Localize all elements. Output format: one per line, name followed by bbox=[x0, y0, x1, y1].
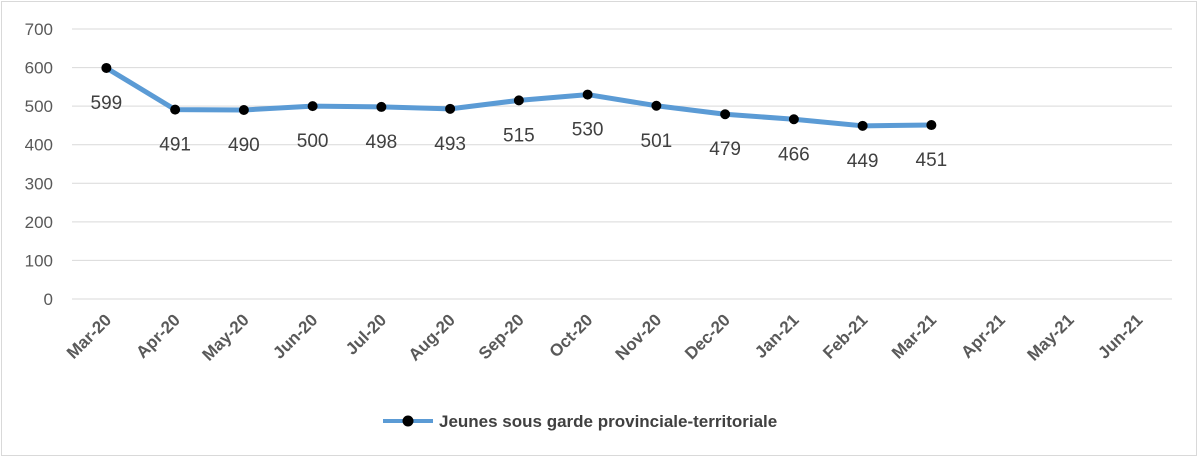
x-tick-label: Mar-21 bbox=[888, 310, 940, 362]
x-tick-label: Dec-20 bbox=[681, 310, 734, 363]
data-label: 479 bbox=[709, 139, 741, 160]
data-point bbox=[170, 104, 181, 115]
data-point bbox=[788, 114, 799, 125]
legend-marker-swatch bbox=[402, 415, 414, 427]
data-label: 491 bbox=[159, 135, 191, 156]
y-axis: 0 100 200 300 400 500 600 700 bbox=[25, 20, 53, 309]
data-label: 498 bbox=[366, 132, 398, 153]
data-label: 599 bbox=[91, 93, 123, 114]
x-tick-label: May-20 bbox=[199, 310, 253, 364]
legend: Jeunes sous garde provinciale-territoria… bbox=[383, 412, 777, 431]
data-label: 466 bbox=[778, 144, 810, 165]
series-line-group bbox=[101, 62, 937, 131]
x-tick-label: Mar-20 bbox=[63, 310, 115, 362]
data-point bbox=[238, 105, 249, 115]
data-label: 530 bbox=[572, 120, 604, 141]
x-tick-label: May-21 bbox=[1024, 310, 1078, 364]
x-tick-label: Sep-20 bbox=[475, 310, 528, 363]
y-tick-label: 300 bbox=[25, 174, 53, 193]
x-tick-label: Jun-20 bbox=[269, 310, 321, 362]
y-tick-label: 200 bbox=[25, 213, 53, 232]
data-point bbox=[720, 109, 731, 120]
y-tick-label: 100 bbox=[25, 251, 53, 270]
x-axis: Mar-20 Apr-20 May-20 Jun-20 Jul-20 Aug-20 Sep-… bbox=[63, 310, 1146, 364]
data-point bbox=[651, 100, 662, 111]
data-point bbox=[445, 103, 456, 114]
x-tick-label: Nov-20 bbox=[612, 310, 666, 364]
x-tick-label: Jun-21 bbox=[1094, 310, 1146, 362]
data-point bbox=[513, 95, 524, 106]
y-tick-label: 500 bbox=[25, 97, 53, 116]
y-tick-label: 0 bbox=[44, 290, 53, 309]
y-tick-label: 700 bbox=[25, 20, 53, 39]
y-tick-label: 400 bbox=[25, 136, 53, 155]
gridlines bbox=[72, 28, 1172, 300]
data-label: 493 bbox=[434, 134, 466, 155]
data-point bbox=[926, 120, 937, 131]
data-label: 515 bbox=[503, 125, 535, 146]
x-tick-label: Aug-20 bbox=[405, 310, 459, 364]
data-point bbox=[307, 101, 318, 112]
x-tick-label: Jul-20 bbox=[342, 310, 390, 358]
data-label: 500 bbox=[297, 131, 329, 152]
y-tick-label: 600 bbox=[25, 59, 53, 78]
x-tick-label: Oct-20 bbox=[546, 310, 597, 361]
x-tick-label: Feb-21 bbox=[819, 310, 871, 362]
data-label: 501 bbox=[641, 131, 673, 152]
data-point bbox=[101, 62, 112, 73]
data-label: 490 bbox=[228, 135, 260, 156]
x-tick-label: Apr-21 bbox=[957, 310, 1009, 362]
x-tick-label: Apr-20 bbox=[132, 310, 184, 362]
data-label: 449 bbox=[847, 151, 879, 172]
data-labels: 599 491 490 500 498 493 515 530 501 479 466 449 451 bbox=[91, 93, 948, 172]
data-label: 451 bbox=[916, 150, 948, 171]
data-point bbox=[857, 120, 868, 131]
x-tick-label: Jan-21 bbox=[751, 310, 803, 362]
legend-entry-label: Jeunes sous garde provinciale-territoria… bbox=[439, 412, 777, 431]
data-point bbox=[376, 101, 387, 112]
data-point bbox=[582, 89, 593, 100]
